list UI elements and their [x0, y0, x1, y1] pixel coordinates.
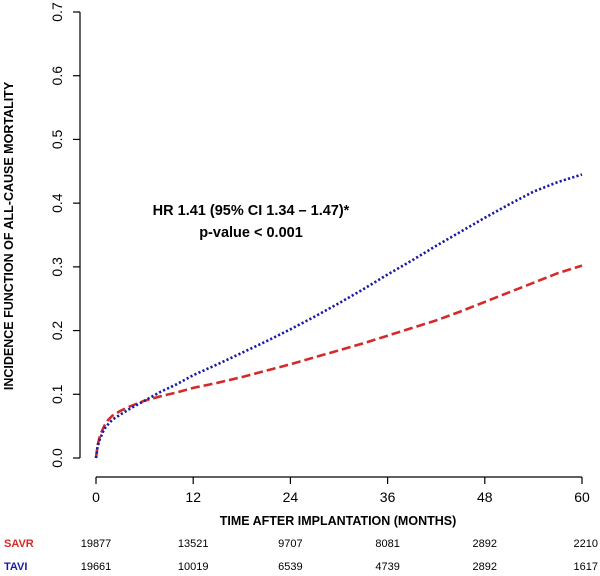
y-tick-label: 0.7	[49, 2, 65, 22]
risk-value: 1617	[574, 561, 598, 573]
risk-value: 2892	[473, 538, 497, 550]
x-tick-label: 12	[185, 489, 201, 505]
chart-axes: 0.0 0.1 0.2 0.3 0.4 0.5 0.6 0.7 0 12 24 36 48 60	[49, 2, 590, 505]
y-tick-label: 0.3	[49, 257, 65, 277]
x-tick-label: 0	[92, 489, 100, 505]
risk-value: 8081	[375, 538, 399, 550]
risk-value: 9707	[278, 538, 302, 550]
y-tick-label: 0.5	[49, 129, 65, 149]
risk-value: 4739	[375, 561, 399, 573]
risk-value: 10019	[178, 561, 209, 573]
risk-value: 19661	[81, 561, 112, 573]
y-tick-label: 0.4	[49, 193, 65, 213]
risk-row-label-savr: SAVR	[4, 538, 34, 550]
x-axis-title: TIME AFTER IMPLANTATION (MONTHS)	[220, 514, 457, 528]
numbers-at-risk-table: SAVR 19877 13521 9707 8081 2892 2210 TAVI 19661 1…	[4, 538, 598, 573]
risk-value: 6539	[278, 561, 302, 573]
p-value-annotation: p-value < 0.001	[199, 225, 303, 241]
risk-value: 2210	[574, 538, 598, 550]
x-tick-label: 60	[574, 489, 590, 505]
risk-row-label-tavi: TAVI	[4, 561, 27, 573]
x-tick-label: 24	[283, 489, 299, 505]
y-axis-title: INCIDENCE FUNCTION OF ALL-CAUSE MORTALIT…	[2, 81, 16, 390]
hazard-ratio-annotation: HR 1.41 (95% CI 1.34 – 1.47)*	[153, 203, 350, 219]
x-tick-label: 36	[380, 489, 396, 505]
y-tick-label: 0.2	[49, 321, 65, 341]
y-tick-label: 0.0	[49, 448, 65, 468]
y-tick-label: 0.6	[49, 66, 65, 86]
curve-savr	[94, 264, 583, 459]
chart-curves	[94, 173, 583, 459]
curve-tavi	[94, 173, 583, 459]
risk-value: 2892	[473, 561, 497, 573]
x-tick-label: 48	[477, 489, 493, 505]
risk-value: 13521	[178, 538, 209, 550]
risk-value: 19877	[81, 538, 112, 550]
y-tick-label: 0.1	[49, 384, 65, 404]
